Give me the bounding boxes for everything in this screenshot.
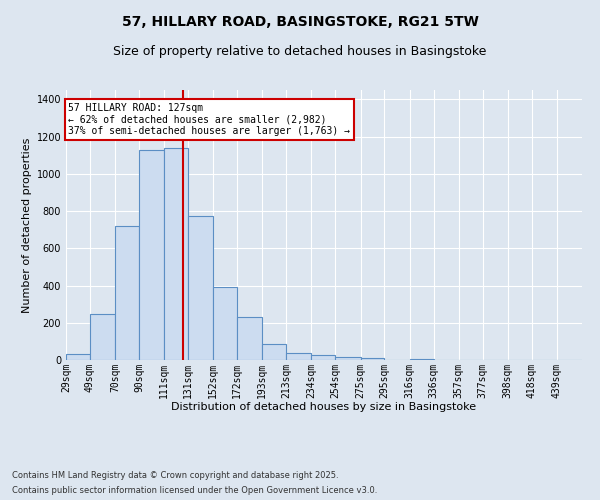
Text: 57, HILLARY ROAD, BASINGSTOKE, RG21 5TW: 57, HILLARY ROAD, BASINGSTOKE, RG21 5TW — [122, 15, 478, 29]
Bar — [237, 317, 262, 360]
Y-axis label: Number of detached properties: Number of detached properties — [22, 138, 32, 312]
Bar — [90, 314, 115, 360]
Text: Size of property relative to detached houses in Basingstoke: Size of property relative to detached ho… — [113, 45, 487, 58]
Bar — [335, 356, 361, 360]
Bar — [361, 358, 385, 360]
Text: Contains HM Land Registry data © Crown copyright and database right 2025.: Contains HM Land Registry data © Crown c… — [12, 471, 338, 480]
X-axis label: Distribution of detached houses by size in Basingstoke: Distribution of detached houses by size … — [172, 402, 476, 412]
Bar — [115, 226, 139, 360]
Bar — [410, 358, 434, 360]
Bar — [164, 148, 188, 360]
Bar — [286, 354, 311, 360]
Bar — [139, 150, 164, 360]
Text: 57 HILLARY ROAD: 127sqm
← 62% of detached houses are smaller (2,982)
37% of semi: 57 HILLARY ROAD: 127sqm ← 62% of detache… — [68, 103, 350, 136]
Bar — [262, 344, 286, 360]
Bar — [66, 354, 90, 360]
Bar — [311, 355, 335, 360]
Text: Contains public sector information licensed under the Open Government Licence v3: Contains public sector information licen… — [12, 486, 377, 495]
Bar — [188, 216, 213, 360]
Bar — [213, 288, 237, 360]
